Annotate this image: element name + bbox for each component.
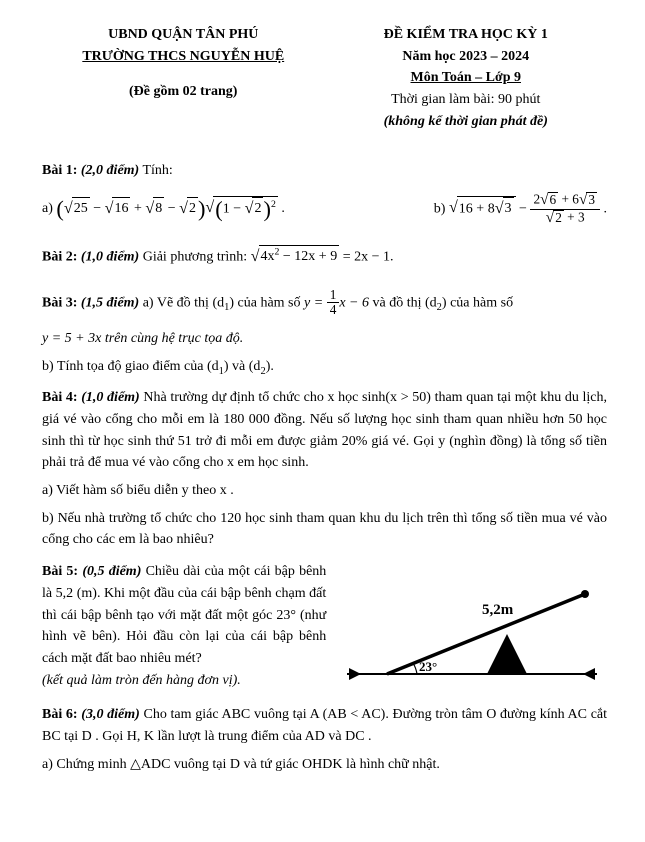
sqrt8: 8: [153, 197, 164, 222]
fnum: 1: [327, 288, 340, 304]
exam-title: ĐỀ KIỂM TRA HỌC KỲ 1: [325, 24, 608, 46]
bai4-b: b) Nếu nhà trường tổ chức cho 120 học si…: [42, 508, 607, 551]
bai1-a: a) (25 − 16 + 8 − 2)(1 − 2)2 .: [42, 196, 325, 222]
angle-label: 23°: [419, 659, 437, 674]
bai2-rest: − 12x + 9: [279, 249, 337, 264]
exp2: 2: [271, 200, 276, 211]
sqrt2: 2: [187, 197, 198, 222]
bai3-points: (1,5 điểm): [81, 295, 139, 310]
seesaw-icon: 23° 5,2m: [347, 579, 597, 694]
denplus: + 3: [564, 209, 585, 224]
bai2: Bài 2: (1,0 điểm) Giải phương trình: 4x2…: [42, 241, 607, 274]
fden: 4: [327, 303, 340, 318]
header-right: ĐỀ KIỂM TRA HỌC KỲ 1 Năm học 2023 – 2024…: [325, 24, 608, 132]
bai3-a2: ) của hàm số: [229, 295, 304, 310]
bai2-rhs: = 2x − 1.: [339, 249, 393, 264]
sqrt16: 16: [112, 197, 130, 222]
bai1-b: b) 16 + 83 − 26 + 632 + 3 .: [325, 192, 608, 227]
duration: Thời gian làm bài: 90 phút: [325, 89, 608, 111]
bai3-b2: ) và (d: [224, 359, 261, 374]
bai2-text: Giải phương trình:: [143, 249, 251, 264]
bai2-title: Bài 2:: [42, 249, 77, 264]
bai5-figure: 23° 5,2m: [336, 561, 607, 694]
eq1-lhs: y =: [304, 295, 327, 310]
bai6: Bài 6: (3,0 điểm) Cho tam giác ABC vuông…: [42, 704, 607, 775]
bai5-text-block: Bài 5: (0,5 điểm) Chiều dài của một cái …: [42, 561, 326, 691]
bai1-b-label: b): [434, 202, 449, 217]
bai5-title: Bài 5:: [42, 564, 78, 579]
bai1: Bài 1: (2,0 điểm) Tính: a) (25 − 16 + 8 …: [42, 160, 607, 230]
bai4: Bài 4: (1,0 điểm) Nhà trường dự định tổ …: [42, 387, 607, 551]
bai5-points: (0,5 điểm): [82, 564, 141, 579]
bai4-points: (1,0 điểm): [81, 390, 139, 405]
outer16: 16 + 8: [459, 202, 495, 217]
bai6-title: Bài 6:: [42, 707, 78, 722]
bai1-a-label: a): [42, 202, 56, 217]
den-s2: 2: [553, 210, 564, 227]
bai6-a: a) Chứng minh △ADC vuông tại D và tứ giá…: [42, 754, 607, 776]
exam-header: UBND QUẬN TÂN PHÚ TRƯỜNG THCS NGUYỄN HUỆ…: [42, 24, 607, 132]
bai4-a: a) Viết hàm số biểu diễn y theo x .: [42, 480, 607, 502]
bai1-expressions: a) (25 − 16 + 8 − 2)(1 − 2)2 . b) 16 + 8…: [42, 188, 607, 231]
subject-line: Môn Toán – Lớp 9: [325, 67, 608, 89]
num-s3: 3: [586, 192, 597, 209]
bai2-points: (1,0 điểm): [81, 249, 139, 264]
school-year: Năm học 2023 – 2024: [325, 46, 608, 68]
bai1-title: Bài 1:: [42, 163, 77, 178]
inner-sqrt: 2: [252, 197, 263, 222]
bai3-a4: ) của hàm số: [442, 295, 513, 310]
bai5-note: (kết quả làm tròn đến hàng đơn vị).: [42, 670, 326, 692]
bai1-text: Tính:: [142, 163, 172, 178]
org-line: UBND QUẬN TÂN PHÚ: [42, 24, 325, 46]
bai3-b1: b) Tính tọa độ giao điểm của (d: [42, 359, 219, 374]
bai3-a3: và đồ thị (d: [373, 295, 437, 310]
bai3-b: b) Tính tọa độ giao điểm của (d1) và (d2…: [42, 356, 607, 378]
bai1-points: (2,0 điểm): [81, 163, 139, 178]
length-label: 5,2m: [482, 602, 514, 618]
bai6-points: (3,0 điểm): [81, 707, 140, 722]
bai3: Bài 3: (1,5 điểm) a) Vẽ đồ thị (d 1 ) của …: [42, 284, 607, 378]
eq1-rhs: x − 6: [339, 295, 369, 310]
header-left: UBND QUẬN TÂN PHÚ TRƯỜNG THCS NGUYỄN HUỆ…: [42, 24, 325, 132]
bai3-a1: a) Vẽ đồ thị (d: [143, 295, 224, 310]
bai3-b3: ).: [266, 359, 274, 374]
sqrt25: 25: [72, 197, 90, 222]
school-line: TRƯỜNG THCS NGUYỄN HUỆ: [42, 46, 325, 68]
num2: 2: [533, 192, 540, 207]
duration-note: (không kể thời gian phát đề): [325, 111, 608, 133]
bai2-rad: 4x: [261, 249, 275, 264]
numplus: + 6: [558, 192, 579, 207]
bai3-line2: y = 5 + 3x trên cùng hệ trục tọa độ.: [42, 328, 607, 350]
bai5: Bài 5: (0,5 điểm) Chiều dài của một cái …: [42, 561, 607, 694]
page-count: (Đề gồm 02 trang): [42, 81, 325, 103]
bai5-text: Chiều dài của một cái bập bênh là 5,2 (m…: [42, 564, 326, 666]
num-s6: 6: [548, 192, 559, 209]
outer-s3: 3: [503, 197, 514, 222]
bai4-title: Bài 4:: [42, 390, 78, 405]
bai3-title: Bài 3:: [42, 295, 77, 310]
